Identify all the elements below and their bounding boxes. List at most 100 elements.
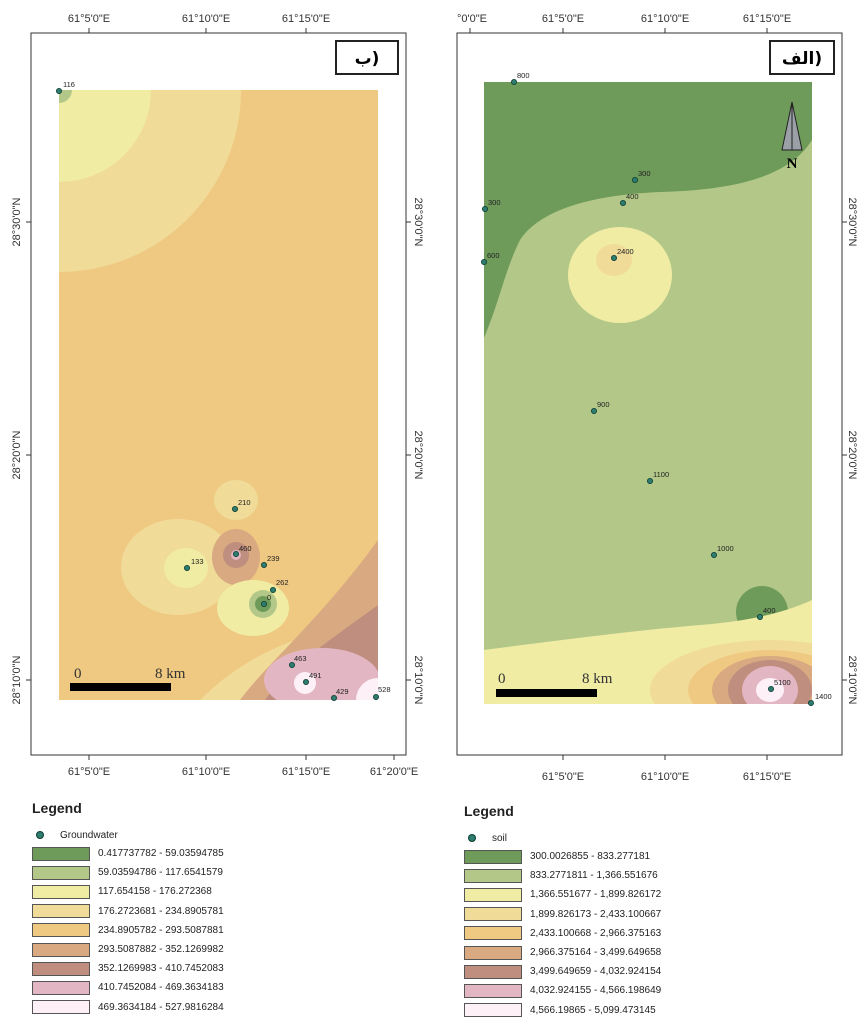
- right-point-label: 900: [597, 400, 610, 409]
- legend-swatch: [32, 884, 90, 899]
- left-points: 116 210 460 133 239 262 0 463 491 429 52…: [56, 80, 391, 702]
- left-point-label: 0: [267, 593, 271, 602]
- left-point-491: [302, 679, 309, 686]
- right-bottom-tick-1: 61°5'0"E: [542, 771, 584, 783]
- right-point-label: 300: [638, 169, 651, 178]
- legend-class: 469.3634184 - 527.9816284: [30, 998, 410, 1017]
- right-point-label: 2400: [617, 247, 634, 256]
- right-point-label: 400: [763, 606, 776, 615]
- legend-range: 300.0026855 - 833.277181: [530, 851, 651, 863]
- right-bottom-tick-3: 61°15'0"E: [743, 771, 791, 783]
- right-point-1400: [808, 700, 815, 707]
- left-point-label: 528: [378, 685, 391, 694]
- legend-point-label: Groundwater: [60, 829, 118, 841]
- legend-range: 176.2723681 - 234.8905781: [98, 905, 224, 917]
- legend-range: 469.3634184 - 527.9816284: [98, 1001, 224, 1013]
- legend-range: 3,499.649659 - 4,032.924154: [530, 966, 662, 978]
- legend-swatch: [32, 1000, 90, 1015]
- left-lat-tick-2: 28°20'0"N: [11, 430, 23, 479]
- left-point-463: [288, 662, 295, 669]
- left-surface: [59, 90, 378, 700]
- left-point-label: 262: [276, 578, 289, 587]
- right-bottom-tick-2: 61°10'0"E: [641, 771, 689, 783]
- right-point-label: 400: [626, 192, 639, 201]
- legend-swatch: [32, 865, 90, 880]
- legend-range: 833.2771811 - 1,366.551676: [530, 870, 658, 882]
- legend-title: Legend: [464, 803, 514, 819]
- left-point-116: [56, 88, 63, 95]
- right-point-label: 1400: [815, 692, 832, 701]
- right-point-label: 5100: [774, 678, 791, 687]
- left-point-133: [183, 565, 190, 572]
- legend-range: 234.8905782 - 293.5087881: [98, 924, 224, 936]
- legend-soil: Legend soil 300.0026855 - 833.277181 833…: [462, 803, 842, 1020]
- left-lat-tick-3: 28°10'0"N: [11, 655, 23, 704]
- legend-swatch: [464, 926, 522, 941]
- legend-class: 59.03594786 - 117.6541579: [30, 863, 410, 882]
- legend-range: 2,966.375164 - 3,499.649658: [530, 947, 662, 959]
- left-top-tick-3: 61°15'0"E: [282, 13, 330, 25]
- legend-class: 410.7452084 - 469.3634183: [30, 978, 410, 997]
- legend-range: 4,566.19865 - 5,099.473145: [530, 1004, 656, 1016]
- right-point-label: 600: [487, 251, 500, 260]
- right-point-label: 300: [488, 198, 501, 207]
- right-point-600: [480, 258, 487, 265]
- right-point-300: [481, 205, 488, 212]
- right-surface: [484, 82, 812, 704]
- right-scale-distance: 8 km: [582, 671, 613, 687]
- left-point-0: [260, 601, 267, 608]
- left-bottom-tick-4: 61°20'0"E: [370, 766, 418, 778]
- left-point-label: 491: [309, 671, 322, 680]
- left-rlat-tick-2: 28°20'0"N: [412, 431, 424, 480]
- left-point-label: 460: [239, 544, 252, 553]
- right-point-300: [632, 176, 639, 183]
- legend-class: 117.654158 - 176.272368: [30, 882, 410, 901]
- left-scale-bar: 0 8 km: [70, 666, 186, 691]
- left-scale-zero: 0: [74, 666, 82, 682]
- left-point-label: 116: [63, 80, 75, 89]
- left-point-label: 210: [238, 498, 251, 507]
- left-rlat-tick-1: 28°30'0"N: [412, 198, 424, 247]
- left-scale-distance: 8 km: [155, 666, 186, 682]
- right-top-tick-3: 61°10'0"E: [641, 13, 689, 25]
- map-figure: 61°5'0"E 61°10'0"E 61°15'0"E 61°5'0"E 61…: [11, 13, 857, 783]
- right-scale-zero: 0: [498, 671, 506, 687]
- legend-range: 1,366.551677 - 1,899.826172: [530, 889, 662, 901]
- left-top-tick-2: 61°10'0"E: [182, 13, 230, 25]
- legend-class: 293.5087882 - 352.1269982: [30, 940, 410, 959]
- legend-class: 176.2723681 - 234.8905781: [30, 902, 410, 921]
- right-point-1100: [647, 477, 654, 484]
- legend-swatch: [32, 923, 90, 938]
- legend-swatch: [464, 907, 522, 922]
- left-rlat-tick-3: 28°10'0"N: [412, 656, 424, 705]
- left-map: 61°5'0"E 61°10'0"E 61°15'0"E 61°5'0"E 61…: [11, 13, 424, 778]
- legend-swatch: [32, 961, 90, 976]
- legend-class: 4,032.924155 - 4,566.198649: [462, 981, 842, 1000]
- left-point-210: [231, 505, 238, 512]
- legend-swatch: [464, 849, 522, 864]
- right-point-400: [620, 199, 627, 206]
- legend-range: 117.654158 - 176.272368: [98, 886, 212, 898]
- left-bottom-tick-3: 61°15'0"E: [282, 766, 330, 778]
- legend-range: 410.7452084 - 469.3634183: [98, 982, 224, 994]
- legend-swatch: [464, 983, 522, 998]
- right-point-800: [510, 79, 517, 86]
- left-point-262: [269, 587, 276, 594]
- legend-class: 352.1269983 - 410.7452083: [30, 959, 410, 978]
- sample-point-icon: [36, 831, 44, 839]
- left-point-429: [330, 695, 337, 702]
- left-point-label: 133: [191, 557, 204, 566]
- legend-point-entry: Groundwater: [30, 826, 410, 844]
- legend-swatch: [464, 868, 522, 883]
- left-point-460: [232, 551, 239, 558]
- right-point-label: 800: [517, 71, 530, 80]
- left-panel-label-box: [335, 40, 399, 75]
- legend-range: 1,899.826173 - 2,433.100667: [530, 908, 662, 920]
- legend-class: 234.8905782 - 293.5087881: [30, 921, 410, 940]
- right-point-5100: [768, 686, 775, 693]
- right-lat-tick-3: 28°10'0"N: [846, 656, 857, 705]
- right-top-tick-1: °0'0"E: [457, 13, 487, 25]
- left-lat-tick-1: 28°30'0"N: [11, 197, 23, 246]
- legend-range: 293.5087882 - 352.1269982: [98, 944, 224, 956]
- legend-swatch: [464, 945, 522, 960]
